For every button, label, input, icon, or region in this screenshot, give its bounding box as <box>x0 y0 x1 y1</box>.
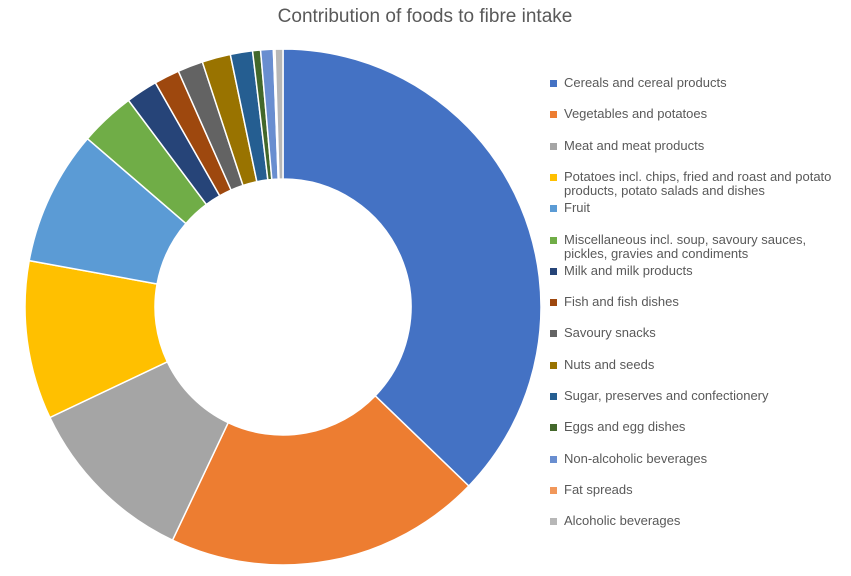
legend-label: Alcoholic beverages <box>564 513 681 529</box>
legend-item: Eggs and egg dishes <box>550 420 846 434</box>
legend-swatch <box>550 455 557 463</box>
legend-item: Non-alcoholic beverages <box>550 450 846 466</box>
legend-item: Sugar, preserves and confectionery <box>550 389 846 403</box>
legend-swatch <box>550 393 557 400</box>
legend-label: Fat spreads <box>564 481 633 497</box>
legend-item: Meat and meat products <box>550 137 846 153</box>
legend-swatch <box>550 424 557 432</box>
legend-label: Eggs and egg dishes <box>564 419 686 435</box>
legend-label: Fish and fish dishes <box>564 294 679 310</box>
legend-swatch <box>550 518 557 526</box>
donut-slice <box>171 394 470 566</box>
legend-item: Savoury snacks <box>550 326 846 340</box>
legend-swatch <box>550 299 557 307</box>
legend-swatch <box>550 111 557 119</box>
legend-swatch <box>550 236 557 244</box>
legend-item: Vegetables and potatoes <box>550 107 846 121</box>
legend-item: Milk and milk products <box>550 262 846 278</box>
legend-item: Fat spreads <box>550 481 846 497</box>
legend-label: Milk and milk products <box>564 262 693 278</box>
legend-label: Sugar, preserves and confectionery <box>564 388 769 403</box>
legend-item: Miscellaneous incl. soup, savoury sauces… <box>550 231 846 261</box>
legend-label: Nuts and seeds <box>564 356 655 372</box>
legend-label: Cereals and cereal products <box>564 75 727 90</box>
legend-swatch <box>550 80 557 87</box>
legend-swatch <box>550 267 557 275</box>
legend-swatch <box>550 361 557 369</box>
legend-item: Cereals and cereal products <box>550 76 846 90</box>
legend-label: Savoury snacks <box>564 325 656 341</box>
legend-swatch <box>550 173 557 181</box>
legend-swatch <box>550 142 557 150</box>
legend-label: Non-alcoholic beverages <box>564 450 708 466</box>
legend-item: Potatoes incl. chips, fried and roast an… <box>550 168 846 198</box>
legend-item: Nuts and seeds <box>550 356 846 372</box>
legend-item: Fish and fish dishes <box>550 295 846 309</box>
legend-item: Fruit <box>550 201 846 215</box>
donut-slice <box>282 48 542 488</box>
legend-label: Vegetables and potatoes <box>564 106 708 122</box>
legend-label: Miscellaneous incl. soup, savoury sauces… <box>564 231 807 261</box>
legend-swatch <box>550 205 557 213</box>
legend-label: Fruit <box>564 200 590 216</box>
legend-label: Potatoes incl. chips, fried and roast an… <box>564 168 832 198</box>
donut-slice <box>274 48 284 180</box>
legend-swatch <box>550 486 557 494</box>
legend-label: Meat and meat products <box>564 137 705 153</box>
chart-title: Contribution of foods to fibre intake <box>278 6 573 27</box>
legend-swatch <box>550 330 557 338</box>
legend-item: Alcoholic beverages <box>550 514 846 528</box>
